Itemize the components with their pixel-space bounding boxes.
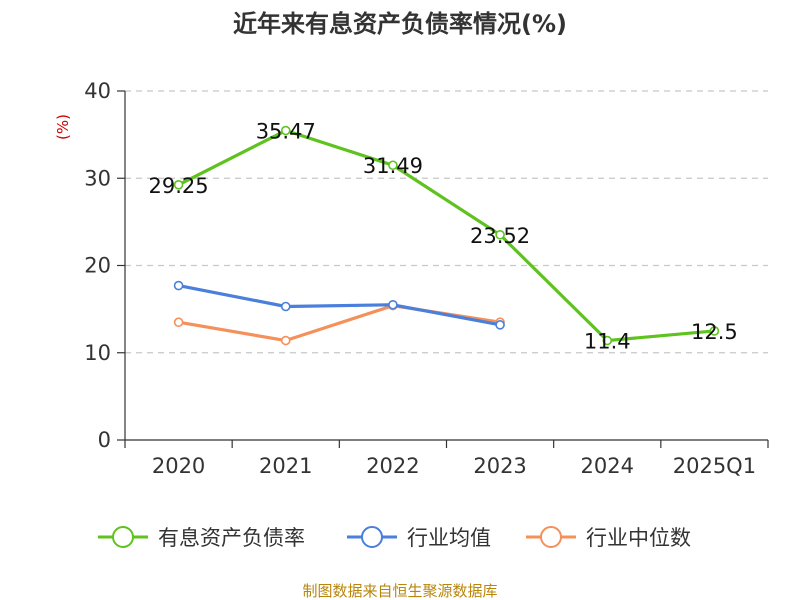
data-point (173, 317, 184, 328)
chart-title: 近年来有息资产负债率情况(%) (233, 10, 567, 38)
data-label: 23.52 (470, 224, 530, 248)
x-tick-label: 2022 (366, 454, 419, 478)
x-tick-label: 2024 (581, 454, 634, 478)
series-1 (173, 280, 505, 330)
legend-marker (540, 526, 562, 548)
data-label: 12.5 (691, 320, 738, 344)
data-point (602, 335, 613, 346)
series-2 (173, 300, 505, 346)
y-tick-label: 30 (84, 166, 111, 190)
data-point (280, 335, 291, 346)
series-line (177, 128, 715, 343)
x-tick-label: 2020 (152, 454, 205, 478)
data-point (709, 326, 720, 336)
x-tick-label: 2023 (473, 454, 526, 478)
legend[interactable]: 有息资产负债率 行业均值 行业中位数 (98, 526, 691, 550)
data-label: 35.47 (256, 120, 316, 144)
data-label: 11.4 (584, 330, 631, 354)
legend-marker (112, 526, 134, 548)
legend-item[interactable]: 有息资产负债率 (98, 526, 305, 550)
data-point (388, 160, 398, 171)
x-tick-label: 2021 (259, 454, 312, 478)
grid (125, 90, 768, 354)
y-tick-label: 0 (98, 428, 111, 452)
series-layer (173, 125, 720, 346)
data-point (280, 125, 291, 136)
data-point (173, 280, 184, 291)
axes: 0 10 20 30 40 2020 2021 2022 2023 2024 2025Q1 (84, 79, 769, 478)
data-label: 31.49 (363, 154, 423, 178)
data-label: 29.25 (149, 174, 209, 198)
y-tick-label: 10 (84, 341, 111, 365)
data-point (388, 299, 398, 310)
data-point (495, 320, 505, 330)
legend-label: 行业均值 (407, 526, 491, 550)
legend-label: 行业中位数 (586, 526, 691, 550)
y-tick-label: 40 (84, 79, 111, 103)
y-tick-label: 20 (84, 254, 111, 278)
legend-item[interactable]: 行业中位数 (526, 526, 691, 550)
data-point (495, 229, 505, 240)
y-axis-label: (%) (54, 114, 72, 140)
source-note: 制图数据来自恒生聚源数据库 (302, 582, 497, 600)
legend-marker (361, 526, 383, 548)
series-line (178, 304, 501, 343)
legend-item[interactable]: 行业均值 (347, 526, 491, 550)
data-labels: 29.25 35.47 31.49 23.52 11.4 12.5 (149, 120, 738, 354)
legend-label: 有息资产负债率 (158, 526, 305, 550)
series-line (178, 283, 501, 327)
series-0 (173, 125, 720, 346)
data-point (173, 179, 184, 190)
data-point (280, 301, 291, 312)
x-tick-label: 2025Q1 (673, 454, 756, 478)
